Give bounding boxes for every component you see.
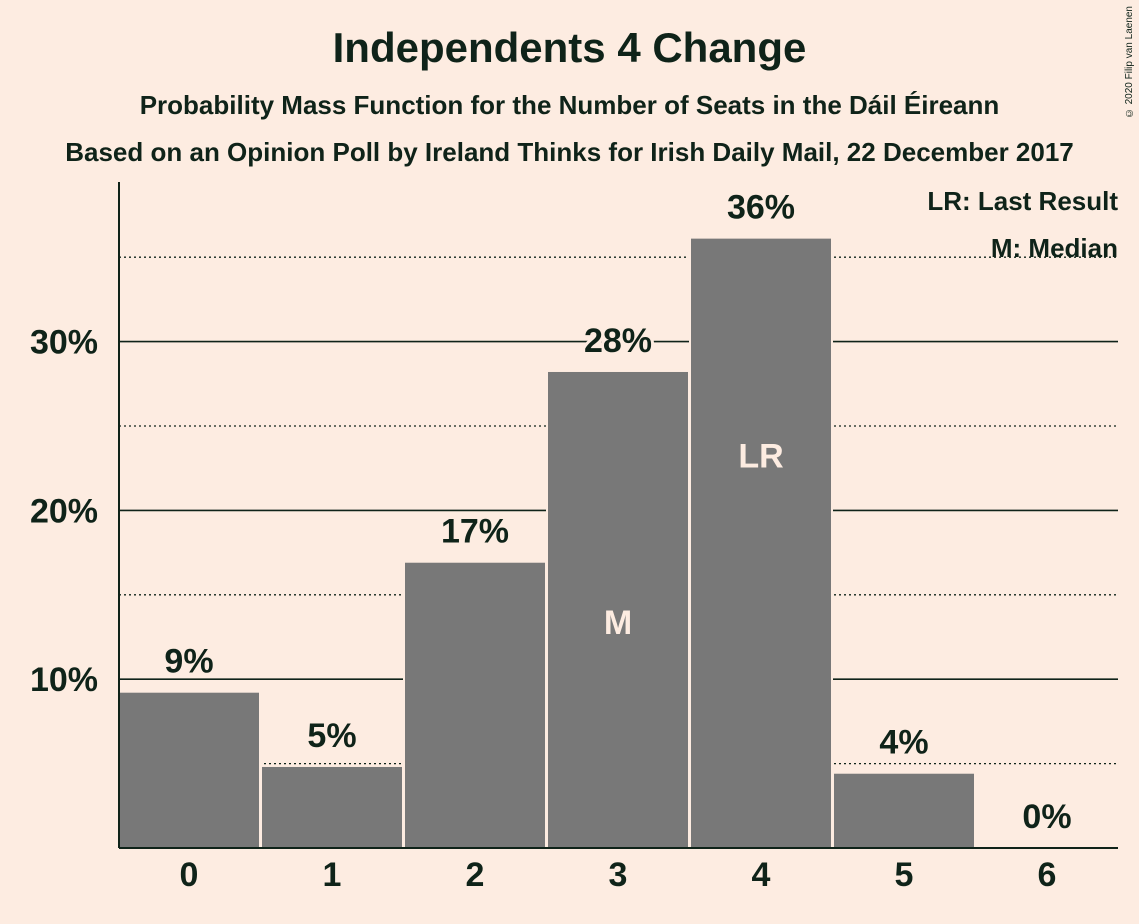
bar-0 [119, 692, 259, 848]
y-tick-label: 10% [30, 661, 98, 699]
legend-median: M: Median [991, 233, 1118, 263]
value-label: 28% [584, 322, 652, 360]
y-tick-label: 20% [30, 492, 98, 530]
x-tick-label: 6 [1038, 856, 1057, 894]
x-tick-label: 2 [466, 856, 485, 894]
bar-4 [691, 238, 831, 848]
value-label: 0% [1022, 798, 1071, 836]
x-tick-label: 0 [180, 856, 199, 894]
bar-3 [548, 371, 688, 848]
chart-title: Independents 4 Change [332, 24, 807, 71]
bar-5 [834, 773, 974, 848]
x-tick-label: 5 [895, 856, 914, 894]
labels: 10% 20% 30% 9% 0 5% 1 17% 2 28% M 3 36% LR 4 4% 5 0% 6 [30, 186, 1075, 894]
bar-marker-lr: LR [738, 437, 783, 475]
bar-1 [262, 766, 402, 848]
value-label: 5% [307, 717, 356, 755]
x-tick-label: 4 [752, 856, 771, 894]
value-label: 36% [727, 189, 795, 227]
x-tick-label: 1 [323, 856, 342, 894]
value-label: 17% [441, 513, 509, 551]
bar-2 [405, 562, 545, 848]
bar-marker-m: M [604, 604, 632, 642]
bars [117, 236, 976, 848]
legend-last-result: LR: Last Result [927, 186, 1118, 216]
x-tick-label: 3 [609, 856, 628, 894]
axes [118, 182, 1118, 849]
value-label: 4% [879, 724, 928, 762]
y-tick-label: 30% [30, 324, 98, 362]
chart-source-note: Based on an Opinion Poll by Ireland Thin… [65, 137, 1074, 167]
value-label: 9% [164, 643, 213, 681]
chart-subtitle: Probability Mass Function for the Number… [139, 90, 1000, 120]
